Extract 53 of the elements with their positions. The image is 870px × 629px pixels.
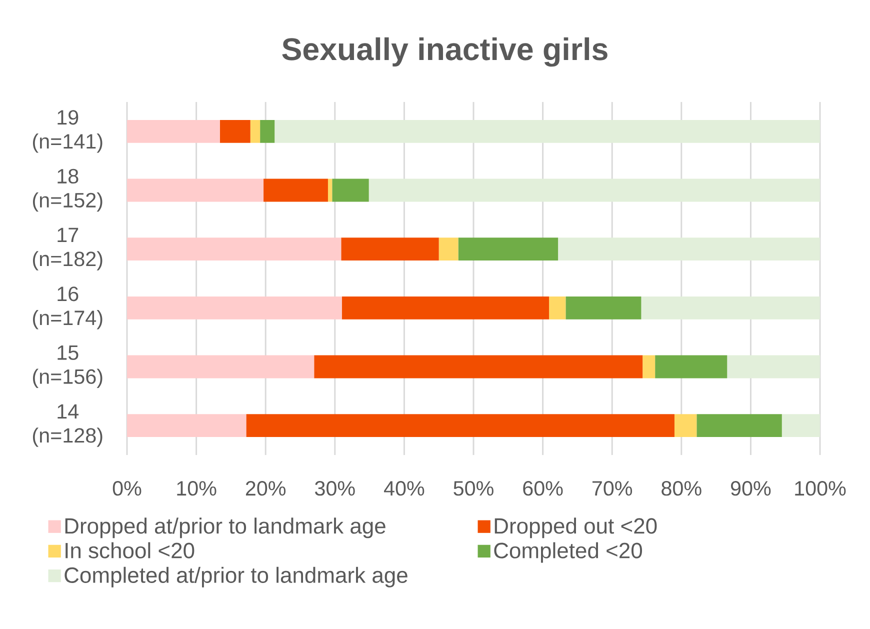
x-tick-label: 90% [730,481,771,496]
y-tick-label: 19 (n=141) [32,110,102,153]
x-tick-label: 30% [315,481,355,496]
y-tick-label: 18 (n=152) [32,168,102,212]
bar [332,178,369,202]
bar [727,355,820,378]
bar [246,414,674,438]
bar [127,414,246,438]
x-tick-label: 0% [112,481,142,496]
bar [655,355,728,378]
x-tick-label: 50% [454,481,494,496]
bar [127,238,342,261]
y-tick-label: 15 (n=156) [32,346,102,388]
bar [558,238,820,261]
bar [641,296,820,320]
y-tick-label: 14 (n=128) [32,404,102,447]
bar [438,238,458,261]
bar [264,178,328,202]
bar [341,238,439,261]
x-tick-label: 60% [523,481,563,496]
bar [342,296,550,320]
legend-label: Completed at/prior to landmark age [64,566,408,588]
bar [549,296,566,320]
bar [250,120,260,143]
bar [127,296,342,320]
y-tick-label: 16 (n=174) [32,286,102,330]
x-tick-label: 80% [662,481,702,496]
y-tick-label: 17 (n=182) [32,228,102,270]
bar [368,178,820,202]
bar [458,238,558,261]
bar [642,355,656,378]
legend-label: Dropped at/prior to landmark age [65,518,386,538]
x-tick-label: 20% [246,481,286,496]
bar [674,414,697,438]
legend-label: In school <20 [66,542,194,558]
bar [696,414,782,438]
bar [314,355,643,378]
x-tick-label: 100% [795,481,846,496]
chart-title: Sexually inactive girls [282,37,608,67]
legend-label: Completed <20 [494,542,642,563]
bar [328,178,332,202]
legend-label: Dropped out <20 [494,518,657,538]
x-tick-label: 40% [384,481,424,496]
bar [274,120,820,143]
x-tick-label: 10% [177,481,216,496]
bar [260,120,275,143]
bar [782,414,820,438]
bar [127,355,314,378]
bar [566,296,642,320]
bar [127,120,220,143]
bar [127,178,264,202]
x-tick-label: 70% [592,481,632,496]
bar [220,120,250,143]
